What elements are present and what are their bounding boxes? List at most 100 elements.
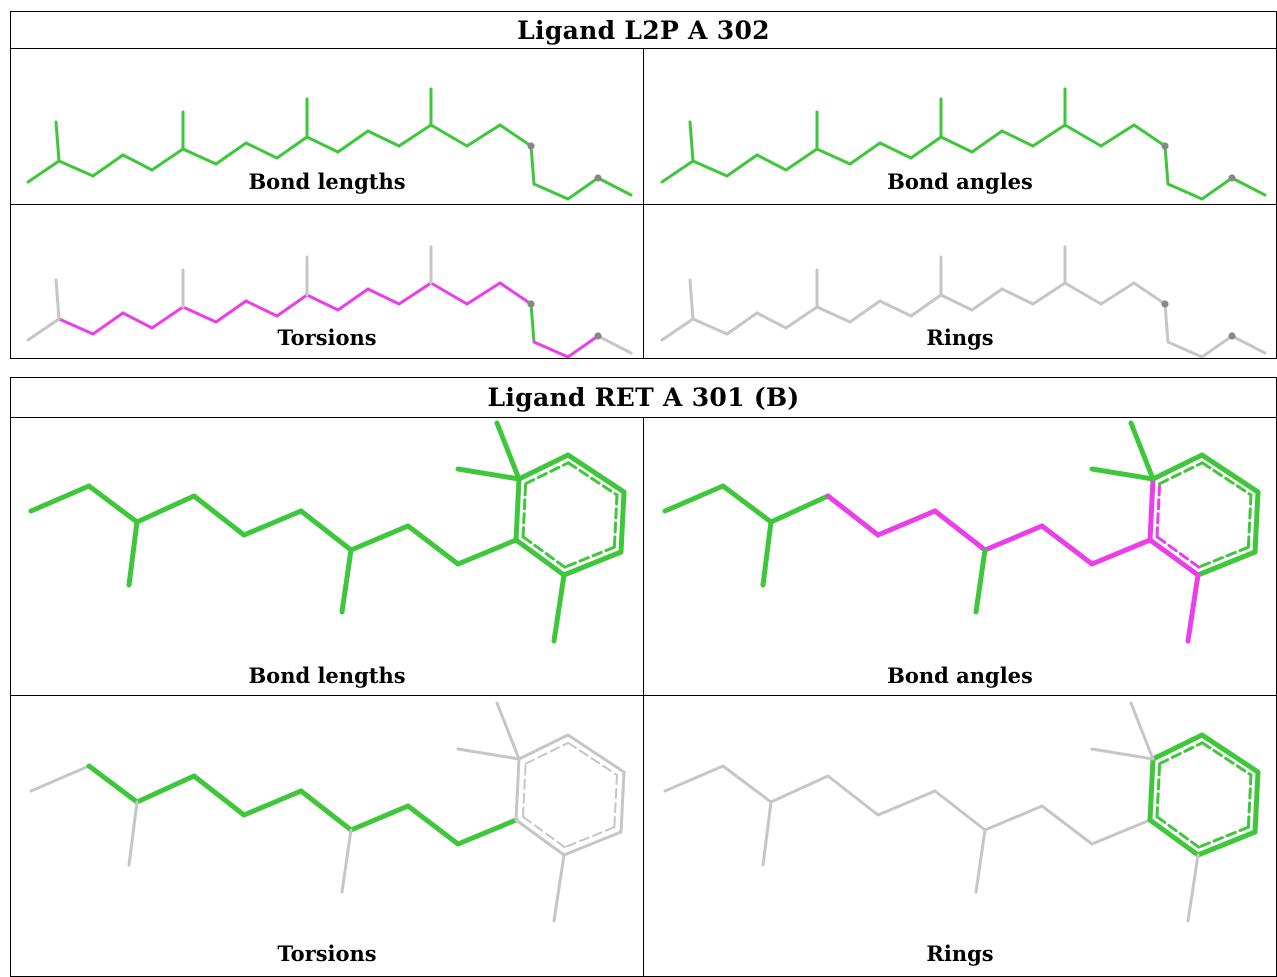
chain-bond [244,299,279,318]
chain-bond [150,305,185,330]
chain-bond [28,483,92,514]
chain-bond [121,311,154,330]
panel-bond-angles: Bond angles [643,417,1277,696]
chain-bond [429,281,469,306]
chain-bond [465,123,502,148]
chain-bond [121,153,154,172]
chain-bond [336,287,370,312]
chain-bond [1063,281,1103,306]
ring-bond [1147,476,1156,543]
chain-bond [909,135,943,160]
ring-bond [1150,452,1205,482]
chain-bond [134,493,197,525]
chain-bond [29,764,91,793]
ret-structure-bond-lengths [28,420,627,644]
ring-dashed-bond [521,482,528,539]
chain-bond [529,144,536,186]
chain-bond [982,523,1045,553]
chain-bond [26,159,61,184]
methyl-bond [974,828,987,894]
chain-bond [429,123,469,148]
ring-dashed-bond [1155,535,1201,569]
chain-bond [86,763,140,805]
chain-bond [532,340,570,358]
chain-bond [826,774,880,817]
methyl-bond [688,120,695,163]
chain-bond [721,764,773,804]
ring-dashed-bond [566,461,619,497]
ring-substituent-bond [1090,747,1155,761]
panel-bond-lengths: Bond lengths [10,417,644,696]
panel-torsions: Torsions [10,695,644,977]
l2p-structure-bond-lengths [26,87,633,201]
ring-dashed-bond [524,461,570,486]
chain-bond [1166,182,1204,201]
ring-bond [565,452,627,495]
chain-bond [825,493,881,538]
ring-dashed-bond [521,535,567,569]
ring-dashed-bond [1197,545,1250,569]
chain-bond [596,334,633,355]
methyl-bond [973,547,988,615]
oxygen-atom [1228,332,1236,340]
chain-bond [784,305,819,330]
ring-bond [561,549,624,578]
chain-bond [1166,340,1204,358]
chain-bond [660,159,695,184]
chain-bond [878,299,913,318]
panel-label: Rings [926,325,994,350]
chain-bond [134,773,197,805]
chain-bond [366,129,401,148]
chain-bond [720,483,774,525]
chain-bond [275,293,309,318]
chain-bond [214,299,248,324]
chain-bond [1200,176,1234,201]
oxygen-atom [1228,174,1236,182]
methyl-bond [688,278,695,321]
chain-bond [241,788,304,818]
chain-bond [336,129,370,154]
chain-bond [465,281,502,306]
chain-bond [970,129,1004,154]
chain-bond [1000,129,1035,148]
chain-bond [815,305,852,324]
chain-bond [405,523,461,567]
chain-bond [909,293,943,318]
oxygen-atom [527,300,535,308]
chain-bond [939,135,974,154]
ring-bond [1199,732,1261,775]
ring-bond [1147,756,1156,823]
panel-bond-angles: Bond angles [643,48,1277,205]
panel-label: Torsions [277,325,377,350]
ring-bond [1147,817,1201,858]
chain-bond [57,317,95,336]
ring-dashed-bond [1158,461,1204,486]
chain-bond [1099,281,1136,306]
ring-dashed-bond [567,741,618,776]
oxygen-atom [527,142,535,150]
ring-dashed-bond [524,741,570,765]
chain-bond [1132,281,1167,306]
methyl-bond [126,519,140,588]
ring-substituent-bond [1129,701,1155,761]
ring-bond [619,770,626,834]
ring-substituent-bond [455,466,522,482]
chain-bond [970,287,1004,312]
chain-bond [815,147,852,166]
ring-bond [513,476,522,543]
ring-dashed-bond [1158,741,1204,766]
chain-bond [939,293,974,312]
ring-bond [566,733,626,774]
chain-bond [498,123,533,148]
chain-bond [26,317,61,342]
chain-bond [983,804,1044,832]
ring-dashed-bond [613,773,618,829]
ring-bond [1150,732,1205,762]
chain-bond [725,311,759,336]
methyl-bond [339,547,354,615]
ring-bond [1252,489,1261,555]
chain-bond [1039,523,1095,567]
ring-substituent-bond [495,701,521,761]
chain-bond [1163,302,1170,344]
panel-bond-lengths: Bond lengths [10,48,644,205]
